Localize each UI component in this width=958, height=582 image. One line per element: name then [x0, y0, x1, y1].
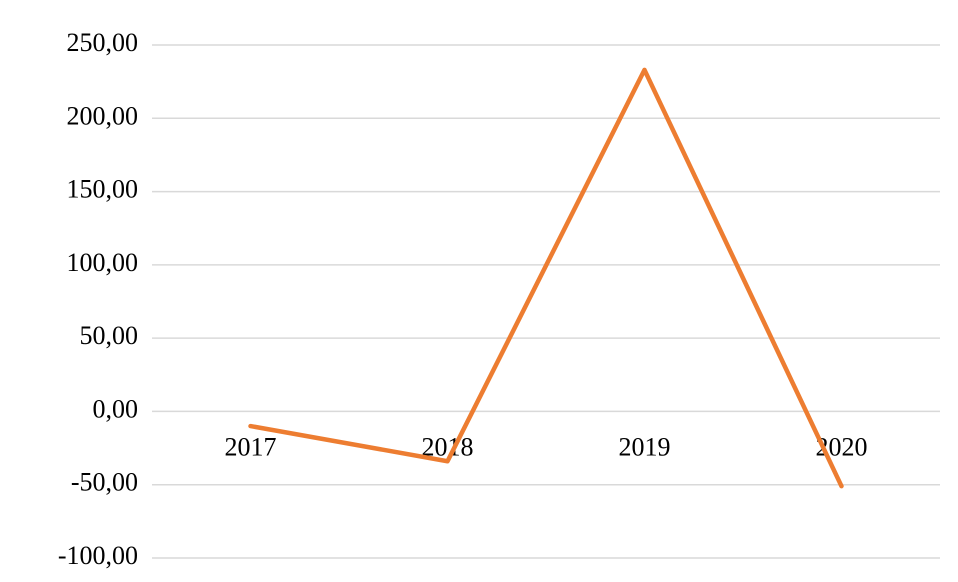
y-tick-label: 100,00: [67, 248, 139, 277]
y-tick-label: 250,00: [67, 28, 139, 57]
y-tick-label: -100,00: [58, 541, 138, 570]
x-tick-label: 2017: [225, 432, 277, 461]
y-tick-label: 150,00: [67, 175, 139, 204]
y-tick-label: 0,00: [93, 394, 139, 423]
y-tick-label: 50,00: [80, 321, 139, 350]
y-tick-label: -50,00: [71, 468, 138, 497]
x-tick-label: 2019: [619, 432, 671, 461]
y-tick-label: 200,00: [67, 101, 139, 130]
data-line: [248, 67, 844, 489]
